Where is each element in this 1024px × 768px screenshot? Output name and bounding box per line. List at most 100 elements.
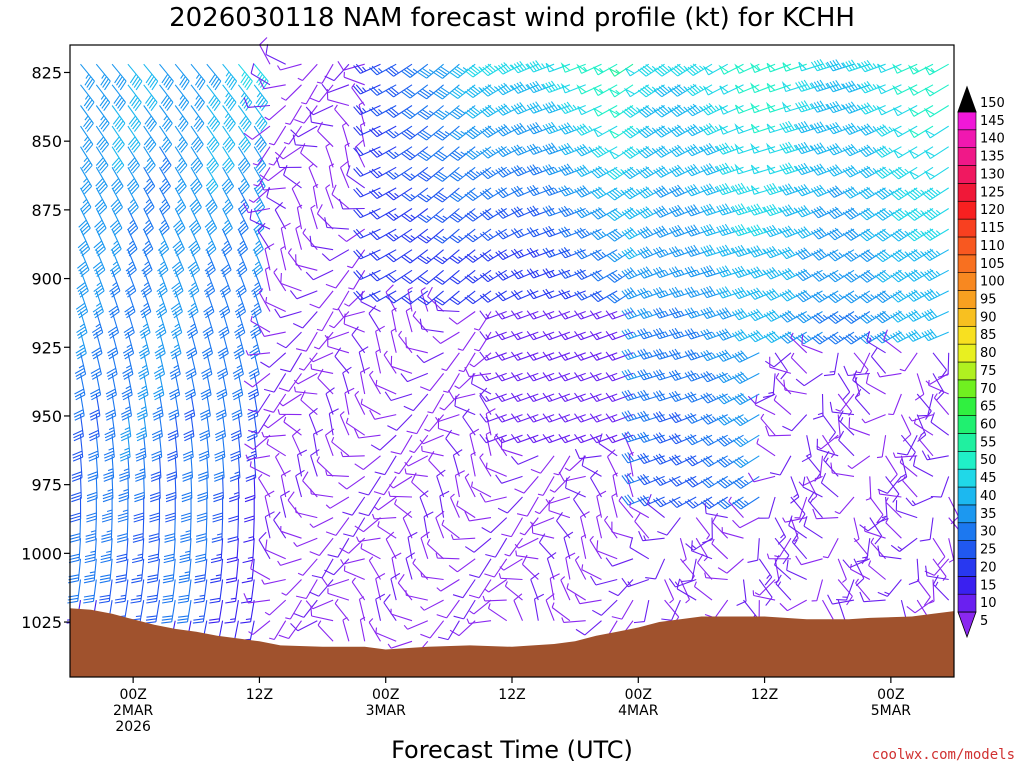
- wind-barb: [89, 393, 101, 421]
- wind-barb: [168, 373, 181, 401]
- wind-barb: [795, 555, 823, 566]
- wind-barb: [337, 307, 365, 318]
- wind-barb: [734, 104, 760, 114]
- wind-barb: [574, 164, 602, 177]
- wind-barb: [510, 455, 539, 465]
- wind-barb: [312, 184, 319, 209]
- wind-barb: [339, 160, 350, 189]
- wind-barb: [309, 235, 334, 251]
- wind-barb: [308, 407, 318, 436]
- wind-barb: [208, 600, 224, 624]
- wind-barb: [462, 408, 476, 436]
- wind-barb: [907, 146, 934, 159]
- wind-barb: [888, 393, 902, 416]
- wind-barb: [545, 593, 555, 621]
- wind-barb: [762, 373, 776, 398]
- wind-barb: [734, 123, 760, 135]
- wind-barb: [174, 63, 190, 91]
- wind-barb: [273, 511, 287, 539]
- wind-barb: [842, 143, 871, 157]
- wind-barb: [143, 187, 155, 215]
- wind-barb: [629, 537, 650, 560]
- wind-barb: [700, 455, 728, 468]
- x-tick-label: 4MAR: [618, 703, 659, 719]
- wind-barb: [234, 311, 246, 339]
- wind-barb: [263, 373, 287, 393]
- wind-barb: [116, 517, 129, 543]
- wind-barb: [827, 290, 855, 304]
- wind-barb: [309, 537, 334, 557]
- x-tick-label: 12Z: [498, 687, 525, 703]
- wind-barb: [732, 517, 760, 529]
- wind-barb: [574, 448, 602, 460]
- wind-barb: [221, 208, 233, 236]
- wind-barb: [526, 288, 555, 300]
- wind-barb: [697, 553, 713, 580]
- wind-barb: [259, 166, 287, 182]
- wind-barb: [924, 63, 949, 76]
- wind-barb: [72, 435, 84, 462]
- wind-barb: [369, 105, 397, 117]
- wind-barb: [621, 473, 649, 485]
- wind-barb: [235, 270, 247, 298]
- wind-barb: [102, 476, 114, 503]
- colorbar-swatch: [957, 183, 977, 202]
- wind-barb: [353, 125, 381, 136]
- wind-barb: [621, 348, 649, 361]
- wind-barb: [758, 579, 773, 606]
- colorbar-label: 70: [980, 382, 997, 397]
- wind-barb: [897, 455, 908, 483]
- wind-barb: [592, 599, 618, 616]
- colorbar-swatch: [957, 290, 977, 309]
- wind-barb: [401, 269, 429, 285]
- wind-barb: [417, 269, 444, 285]
- wind-barb: [732, 223, 760, 237]
- wind-barb: [769, 455, 792, 476]
- wind-barb: [637, 495, 665, 507]
- wind-barb: [99, 558, 113, 584]
- wind-barb: [263, 414, 287, 429]
- wind-barb: [305, 269, 334, 281]
- wind-barb: [542, 310, 571, 320]
- wind-barb: [296, 449, 308, 477]
- colorbar-swatch: [957, 129, 977, 148]
- x-tick-label: 12Z: [246, 687, 273, 703]
- wind-barb: [843, 365, 870, 377]
- wind-barb: [187, 290, 199, 319]
- wind-barb: [209, 579, 224, 604]
- wind-barb: [795, 331, 823, 345]
- wind-barb: [551, 602, 571, 622]
- wind-barb: [928, 379, 949, 395]
- wind-barb: [858, 228, 886, 242]
- wind-barb: [95, 167, 108, 195]
- wind-barb: [159, 125, 173, 153]
- wind-barb: [179, 538, 192, 564]
- wind-barb: [510, 372, 539, 382]
- wind-barb: [257, 222, 271, 250]
- wind-barb: [479, 310, 507, 320]
- wind-barb: [495, 145, 523, 158]
- wind-barb: [754, 394, 776, 416]
- wind-barb: [716, 244, 744, 257]
- wind-barb: [779, 120, 807, 134]
- wind-barb: [293, 537, 318, 548]
- wind-barb: [842, 165, 871, 178]
- wind-barb: [143, 63, 159, 91]
- wind-barb: [495, 269, 523, 281]
- wind-barb: [864, 525, 886, 539]
- wind-barb: [623, 84, 650, 98]
- wind-barb: [273, 268, 287, 292]
- wind-barb: [795, 183, 823, 197]
- credit-text: coolwx.com/models: [872, 747, 1015, 763]
- wind-barb: [907, 105, 934, 117]
- wind-barb: [317, 368, 334, 395]
- wind-barb: [716, 371, 744, 384]
- wind-barb: [289, 290, 318, 300]
- wind-barb: [310, 488, 334, 498]
- wind-barb: [905, 496, 934, 507]
- wind-barb: [146, 558, 161, 584]
- wind-barb: [779, 204, 807, 217]
- wind-barb: [80, 167, 93, 195]
- wind-barb: [119, 435, 131, 462]
- wind-barb: [340, 451, 365, 458]
